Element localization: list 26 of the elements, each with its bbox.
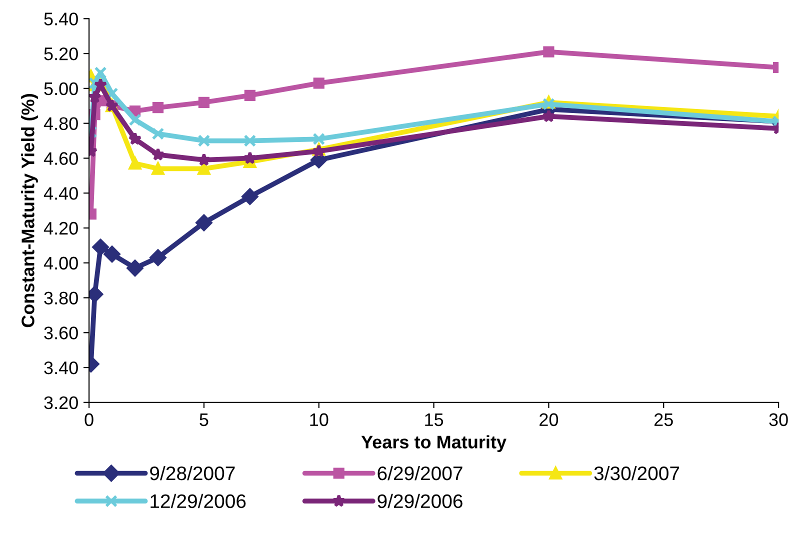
- y-axis-title: Constant-Maturity Yield (%): [21, 94, 38, 328]
- legend-label: 12/29/2006: [150, 494, 246, 508]
- y-tick-label: 3.80: [44, 292, 78, 304]
- y-tick-label: 4.20: [44, 222, 78, 235]
- legend-label: 9/29/2006: [378, 494, 462, 508]
- x-tick-label: 20: [540, 413, 558, 426]
- legend-label: 3/30/2007: [594, 466, 680, 480]
- legend-label: 6/29/2007: [378, 466, 462, 480]
- x-axis-title: Years to Maturity: [361, 435, 506, 452]
- x-tick-label: 10: [310, 413, 328, 426]
- y-tick-label: 5.00: [44, 82, 78, 96]
- x-tick-label: 25: [654, 413, 673, 426]
- legend-label: 9/28/2007: [150, 466, 235, 480]
- x-tick-label: 15: [425, 413, 444, 426]
- y-tick-label: 5.40: [44, 12, 78, 26]
- y-tick-label: 4.00: [44, 256, 78, 270]
- y-tick-label: 4.40: [44, 187, 78, 200]
- x-tick-label: 5: [200, 413, 208, 426]
- y-tick-label: 3.20: [44, 396, 78, 410]
- x-tick-label: 30: [769, 413, 788, 426]
- y-tick-label: 5.20: [44, 47, 78, 60]
- y-tick-label: 4.60: [44, 152, 78, 165]
- y-tick-label: 4.80: [44, 117, 78, 130]
- y-tick-label: 3.60: [44, 326, 78, 340]
- y-tick-label: 3.40: [44, 361, 78, 374]
- x-tick-label: 0: [84, 413, 94, 426]
